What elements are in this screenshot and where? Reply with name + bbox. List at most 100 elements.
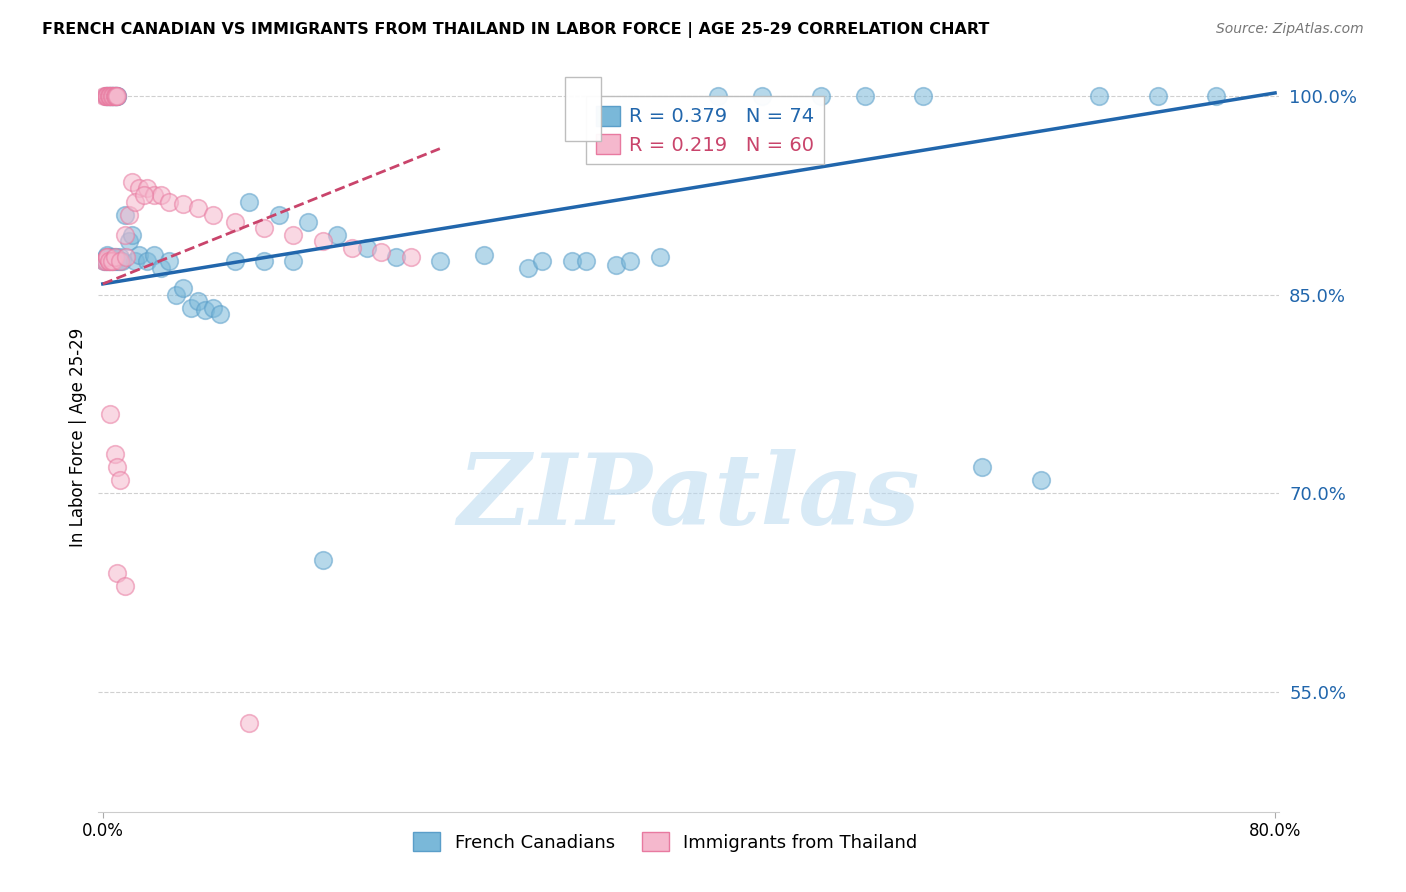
Point: [194, 303, 217, 318]
Point: [96, 88, 118, 103]
Point: [1088, 88, 1111, 103]
Point: [97, 254, 120, 268]
Point: [707, 88, 730, 103]
Point: [810, 88, 832, 103]
Point: [648, 251, 671, 265]
Point: [100, 254, 122, 268]
Y-axis label: In Labor Force | Age 25-29: In Labor Force | Age 25-29: [69, 327, 87, 547]
Point: [97, 88, 120, 103]
Point: [101, 88, 124, 103]
Point: [101, 88, 124, 103]
Point: [96, 248, 118, 262]
Point: [110, 473, 132, 487]
Point: [143, 248, 166, 262]
Point: [267, 208, 290, 222]
Point: [297, 214, 319, 228]
Point: [100, 88, 122, 103]
Point: [98, 254, 121, 268]
Point: [970, 459, 993, 474]
Point: [94, 88, 117, 103]
Point: [98, 251, 121, 265]
Point: [98, 88, 121, 103]
Point: [370, 245, 392, 260]
Point: [751, 88, 773, 103]
Point: [107, 459, 129, 474]
Point: [253, 254, 276, 268]
Point: [101, 88, 124, 103]
Text: FRENCH CANADIAN VS IMMIGRANTS FROM THAILAND IN LABOR FORCE | AGE 25-29 CORRELATI: FRENCH CANADIAN VS IMMIGRANTS FROM THAIL…: [42, 22, 990, 38]
Point: [121, 227, 143, 242]
Point: [912, 88, 935, 103]
Point: [105, 88, 128, 103]
Point: [108, 254, 131, 268]
Point: [101, 251, 124, 265]
Point: [98, 88, 121, 103]
Point: [110, 254, 132, 268]
Point: [561, 254, 583, 268]
Point: [238, 194, 260, 209]
Point: [97, 88, 120, 103]
Point: [516, 260, 538, 275]
Point: [100, 254, 122, 268]
Text: ZIPatlas: ZIPatlas: [458, 449, 920, 545]
Point: [326, 227, 349, 242]
Point: [98, 88, 121, 103]
Point: [399, 251, 422, 265]
Point: [105, 88, 128, 103]
Point: [114, 208, 136, 222]
Point: [100, 88, 122, 103]
Point: [201, 301, 224, 315]
Point: [150, 188, 173, 202]
Point: [103, 251, 125, 265]
Point: [429, 254, 451, 268]
Point: [165, 287, 187, 301]
Point: [121, 175, 143, 189]
Point: [110, 251, 132, 265]
Point: [97, 254, 120, 268]
Point: [94, 254, 117, 268]
Point: [172, 197, 194, 211]
Point: [96, 88, 118, 103]
Point: [253, 221, 276, 235]
Point: [283, 254, 305, 268]
Point: [283, 227, 305, 242]
Point: [135, 181, 157, 195]
Point: [340, 241, 363, 255]
Point: [103, 88, 125, 103]
Point: [100, 254, 122, 268]
Point: [103, 88, 125, 103]
Point: [128, 181, 150, 195]
Point: [150, 260, 173, 275]
Point: [115, 251, 138, 265]
Point: [103, 447, 125, 461]
Point: [105, 251, 128, 265]
Point: [311, 235, 333, 249]
Point: [100, 88, 122, 103]
Point: [575, 254, 598, 268]
Point: [157, 194, 180, 209]
Point: [93, 88, 115, 103]
Point: [605, 258, 627, 272]
Point: [124, 254, 146, 268]
Point: [98, 88, 121, 103]
Point: [94, 88, 117, 103]
Point: [311, 553, 333, 567]
Point: [531, 254, 554, 268]
Point: [93, 254, 115, 268]
Point: [98, 407, 121, 421]
Point: [111, 254, 134, 268]
Point: [103, 88, 125, 103]
Point: [105, 88, 128, 103]
Point: [94, 88, 117, 103]
Point: [97, 88, 120, 103]
Point: [187, 202, 209, 216]
Point: [132, 188, 155, 202]
Point: [118, 208, 141, 222]
Point: [1146, 88, 1168, 103]
Point: [224, 214, 246, 228]
Point: [107, 566, 129, 580]
Point: [96, 254, 118, 268]
Point: [94, 254, 117, 268]
Point: [96, 88, 118, 103]
Point: [472, 248, 495, 262]
